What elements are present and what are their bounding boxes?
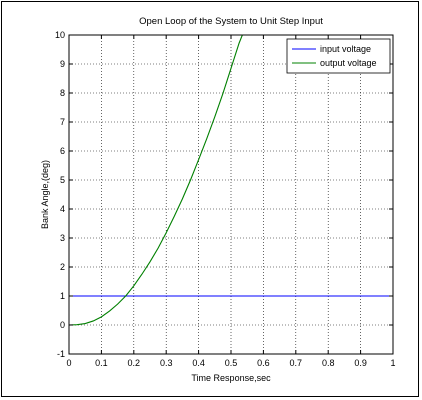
y-tick-labels: -1 0 1 2 3 4 5 6 7 8 9 10 [55,30,65,359]
x-tick-label: 0 [66,358,71,368]
y-tick-label: 5 [60,175,65,185]
x-tick-label: 0.7 [290,358,303,368]
y-tick-label: 4 [60,204,65,214]
series-layer [69,35,393,326]
y-axis-label: Bank Angle,(deg) [40,160,50,229]
y-tick-label: 0 [60,320,65,330]
y-tick-label: 6 [60,146,65,156]
legend: input voltage output voltage [286,38,391,74]
y-tick-label: 9 [60,59,65,69]
y-tick-label: 10 [55,30,65,40]
x-tick-label: 0.8 [322,358,335,368]
x-tick-label: 0.9 [354,358,367,368]
x-tick-label: 1 [390,358,395,368]
axis-ticks [68,34,394,355]
legend-label: input voltage [320,44,371,54]
chart-title: Open Loop of the System to Unit Step Inp… [139,16,323,27]
x-tick-label: 0.4 [192,358,205,368]
x-axis-label: Time Response,sec [191,373,271,383]
legend-label: output voltage [320,58,377,68]
y-tick-label: 7 [60,117,65,127]
x-tick-label: 0.3 [160,358,173,368]
y-tick-label: 3 [60,233,65,243]
x-tick-label: 0.2 [128,358,141,368]
x-tick-label: 0.5 [225,358,238,368]
grid-lines [69,35,393,354]
x-tick-label: 0.6 [257,358,270,368]
series-line-2 [69,35,243,326]
y-tick-label: 8 [60,88,65,98]
x-tick-labels: 0 0.1 0.2 0.3 0.4 0.5 0.6 0.7 0.8 0.9 1 [66,358,395,368]
y-tick-label: -1 [57,349,65,359]
y-tick-label: 1 [60,291,65,301]
y-tick-label: 2 [60,262,65,272]
legend-box [286,38,391,74]
x-tick-label: 0.1 [95,358,108,368]
